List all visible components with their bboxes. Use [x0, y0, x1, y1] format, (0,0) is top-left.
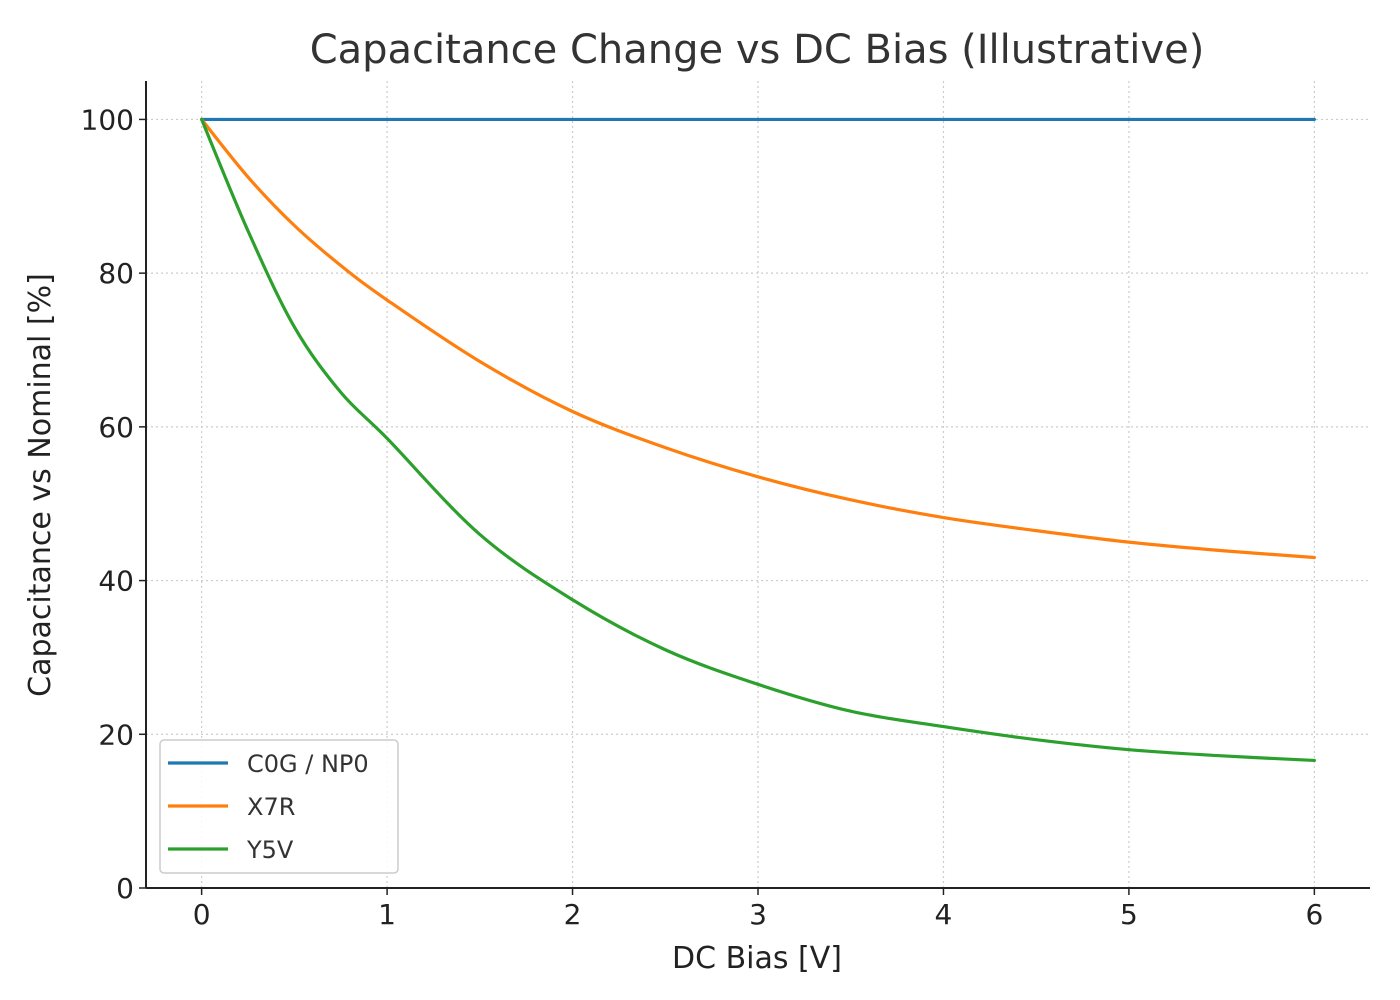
series-layer [200, 117, 1316, 763]
x-tick-label: 2 [564, 898, 582, 931]
x-tick-label: 1 [378, 898, 396, 931]
legend: C0G / NP0 X7R Y5V [159, 739, 399, 874]
x-tick-label: 6 [1305, 898, 1323, 931]
x-tick-label: 0 [193, 898, 211, 931]
y-tick-label: 60 [98, 411, 134, 444]
legend-box [159, 739, 399, 874]
legend-items: C0G / NP0 X7R Y5V [168, 750, 369, 864]
y-tick-label: 80 [98, 257, 134, 290]
y-tick-label: 40 [98, 565, 134, 598]
y-axis-label: Capacitance vs Nominal [%] [23, 273, 58, 697]
x-tick-label: 3 [749, 898, 767, 931]
x-tick-label: 4 [935, 898, 953, 931]
x-tick-label: 5 [1120, 898, 1138, 931]
chart-title: Capacitance Change vs DC Bias (Illustrat… [310, 27, 1205, 73]
series-line-y5v [200, 117, 1316, 763]
x-axis-label: DC Bias [V] [672, 941, 842, 976]
legend-label-c0g-np0: C0G / NP0 [247, 750, 369, 778]
x-tick-layer: 0 1 2 3 4 5 6 [193, 888, 1323, 931]
y-tick-layer: 0 20 40 60 80 100 [81, 103, 146, 905]
y-tick-label: 0 [116, 872, 134, 905]
series-line-x7r [200, 117, 1316, 560]
legend-label-x7r: X7R [247, 793, 295, 821]
y-tick-label: 20 [98, 718, 134, 751]
y-tick-label: 100 [81, 103, 134, 136]
legend-label-y5v: Y5V [246, 836, 294, 864]
